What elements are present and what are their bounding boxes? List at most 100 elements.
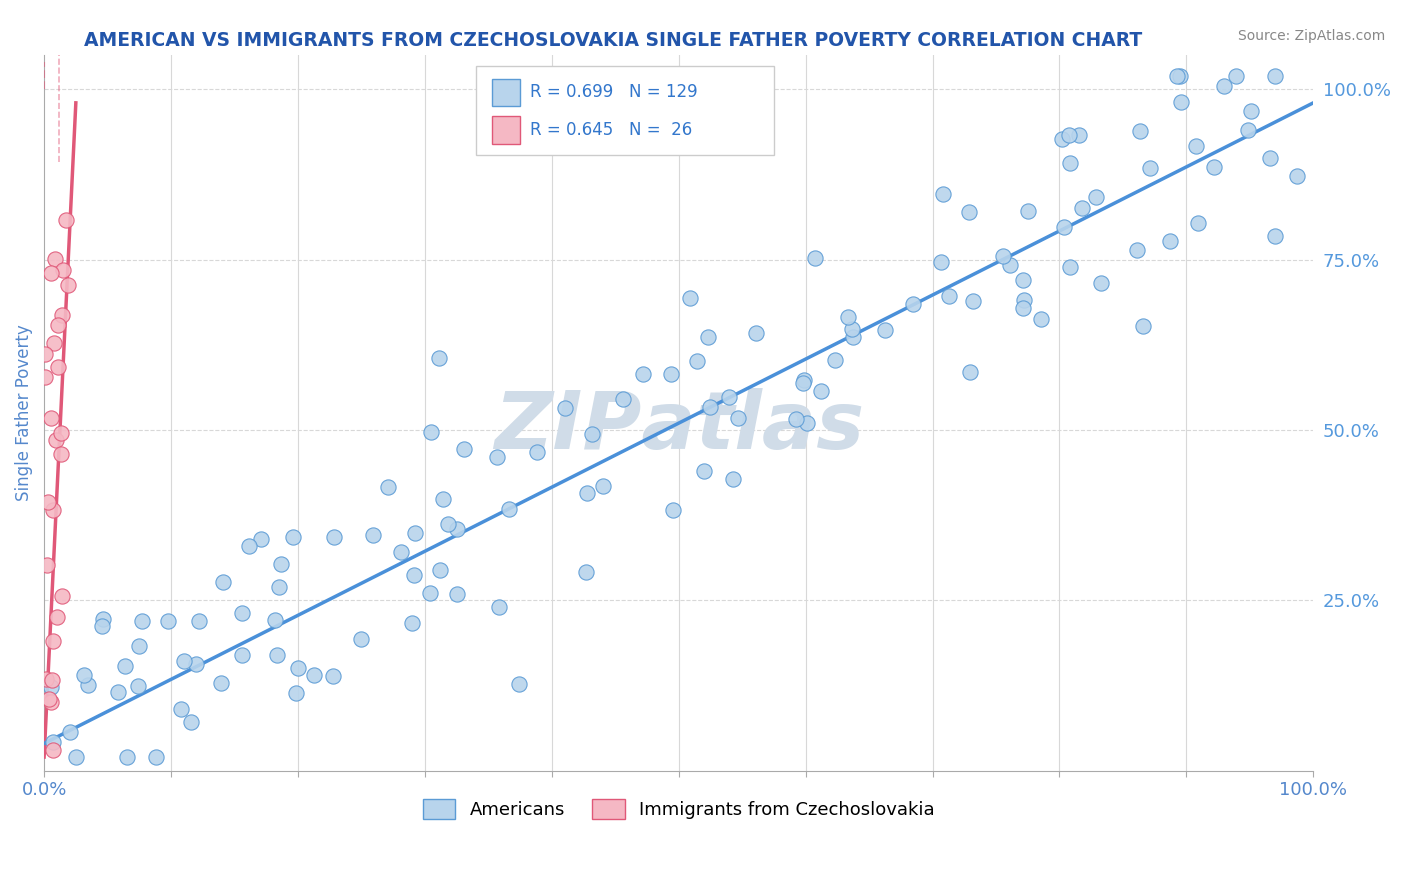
Point: [678, 291, 700, 305]
Point: [1059, 155, 1081, 169]
Point: [322, 669, 344, 683]
Point: [76, 678, 98, 692]
Point: [575, 486, 598, 500]
Point: [1240, 103, 1263, 118]
Point: [264, 613, 287, 627]
Point: [212, 574, 235, 589]
Point: [349, 632, 371, 646]
Point: [488, 600, 510, 615]
Point: [285, 686, 308, 700]
Point: [717, 391, 740, 405]
Point: [52, 263, 75, 277]
Point: [1017, 204, 1039, 219]
Point: [699, 400, 721, 414]
Point: [41, 411, 63, 425]
Point: [115, 750, 138, 764]
Point: [41, 266, 63, 280]
Point: [962, 294, 984, 309]
Point: [526, 445, 548, 459]
Point: [1159, 234, 1181, 248]
Point: [446, 522, 468, 536]
Point: [377, 480, 399, 494]
Point: [55, 213, 77, 227]
Text: AMERICAN VS IMMIGRANTS FROM CZECHOSLOVAKIA SINGLE FATHER POVERTY CORRELATION CHA: AMERICAN VS IMMIGRANTS FROM CZECHOSLOVAK…: [84, 31, 1143, 50]
Bar: [492, 79, 520, 106]
Point: [693, 464, 716, 478]
Point: [592, 479, 614, 493]
Point: [1170, 95, 1192, 109]
Point: [1128, 123, 1150, 137]
Point: [419, 425, 441, 439]
Point: [1090, 277, 1112, 291]
Point: [90, 619, 112, 633]
Point: [446, 587, 468, 601]
Point: [270, 558, 292, 572]
Point: [659, 367, 682, 381]
Legend: Americans, Immigrants from Czechoslovakia: Americans, Immigrants from Czechoslovaki…: [416, 792, 942, 826]
Point: [792, 376, 814, 390]
Point: [1264, 229, 1286, 244]
Point: [1050, 132, 1073, 146]
Text: R = 0.645   N =  26: R = 0.645 N = 26: [530, 120, 692, 138]
Point: [661, 502, 683, 516]
Point: [39, 681, 62, 695]
Point: [56, 277, 79, 292]
Point: [998, 258, 1021, 272]
Point: [575, 565, 598, 579]
Point: [419, 586, 441, 600]
Point: [1204, 160, 1226, 174]
Point: [901, 297, 924, 311]
Point: [209, 675, 232, 690]
Point: [42, 335, 65, 350]
Point: [42, 743, 65, 757]
Point: [180, 714, 202, 729]
Point: [727, 410, 749, 425]
Point: [1084, 190, 1107, 204]
Point: [793, 373, 815, 387]
Point: [46, 610, 69, 624]
Point: [35, 673, 58, 687]
Point: [1011, 273, 1033, 287]
Point: [402, 567, 425, 582]
Point: [231, 606, 253, 620]
Point: [1071, 201, 1094, 215]
Y-axis label: Single Father Poverty: Single Father Poverty: [15, 325, 32, 501]
Text: R = 0.699   N = 129: R = 0.699 N = 129: [530, 84, 697, 102]
Point: [34, 370, 56, 384]
Point: [1264, 69, 1286, 83]
Point: [231, 648, 253, 662]
Point: [107, 684, 129, 698]
Text: ZIP​atlas: ZIP​atlas: [494, 388, 863, 467]
Point: [957, 205, 980, 219]
Point: [173, 654, 195, 668]
Point: [1012, 293, 1035, 307]
Point: [959, 365, 981, 379]
Point: [824, 353, 846, 368]
Point: [389, 544, 412, 558]
Point: [1225, 69, 1247, 83]
Point: [37, 495, 59, 509]
Point: [170, 702, 193, 716]
Point: [1125, 244, 1147, 258]
Point: [34, 347, 56, 361]
FancyBboxPatch shape: [475, 66, 773, 155]
Point: [1012, 301, 1035, 316]
Point: [721, 472, 744, 486]
Text: Source: ZipAtlas.com: Source: ZipAtlas.com: [1237, 29, 1385, 43]
Point: [785, 411, 807, 425]
Point: [804, 252, 827, 266]
Point: [485, 450, 508, 465]
Point: [1168, 69, 1191, 83]
Point: [1059, 260, 1081, 274]
Point: [46, 359, 69, 374]
Point: [51, 589, 73, 603]
Point: [1132, 319, 1154, 334]
Point: [1213, 79, 1236, 94]
Point: [581, 427, 603, 442]
Point: [131, 615, 153, 629]
Point: [686, 354, 709, 368]
Point: [453, 442, 475, 456]
Point: [157, 615, 180, 629]
Point: [745, 326, 768, 341]
Point: [796, 416, 818, 430]
